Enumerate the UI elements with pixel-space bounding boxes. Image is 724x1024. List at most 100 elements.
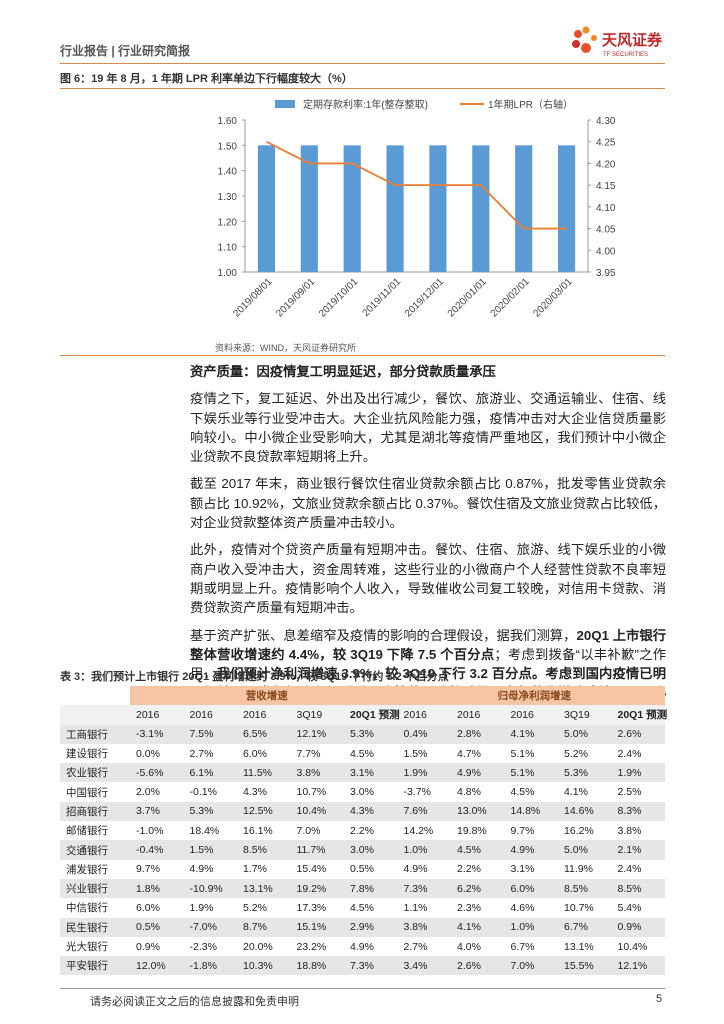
value-cell: 6.7% [510, 940, 535, 953]
group-header: 归母净利润增速 [397, 686, 665, 706]
bank-name: 光大银行 [66, 941, 108, 953]
logo-dot [572, 40, 580, 48]
bank-name: 交通银行 [60, 840, 130, 860]
value-cell: -10.9% [183, 878, 237, 899]
footer-notice: 请务必阅读正文之后的信息披露和免责申明 [90, 996, 299, 1008]
y-tick-label: 1.40 [218, 167, 238, 178]
column-header: 2016 [183, 705, 237, 725]
value-cell: 9.7% [136, 863, 160, 876]
x-tick-label: 2019/09/01 [274, 276, 317, 319]
x-tick-label: 2020/02/01 [489, 276, 532, 319]
value-cell: 12.1% [611, 956, 665, 976]
value-cell: 8.5% [558, 878, 612, 899]
line [266, 140, 567, 230]
text-run: 20Q1 上市银行整体营收增速约 4.4%，较 3Q19 下降 7.5 个百分点 [190, 627, 666, 662]
value-cell: 11.7% [290, 840, 344, 860]
value-cell: -5.6% [130, 763, 184, 783]
value-cell: 3.8% [397, 917, 451, 937]
value-cell: 1.5% [183, 840, 237, 860]
column-header: 2016 [130, 705, 184, 725]
value-cell: 14.2% [403, 824, 434, 837]
page-number: 5 [656, 993, 663, 1005]
x-tick-label: 2019/10/01 [317, 276, 360, 319]
value-cell: 1.5% [403, 747, 428, 760]
value-cell: 7.3% [397, 878, 451, 899]
footer-rule [60, 988, 665, 989]
text-run: 基于资产扩张、息差缩窄及疫情的影响的合理假设，据我们测算， [190, 627, 577, 643]
y-tick-label: 1.30 [218, 192, 238, 203]
x-tick-label: 2020/01/01 [446, 276, 489, 319]
value-cell: 1.9% [611, 763, 665, 783]
logo-name: 天风证券 [602, 31, 663, 49]
logo-sub: TF SECURITIES [603, 52, 648, 58]
value-cell: 4.8% [457, 786, 481, 799]
table-row: 农业银行 -5.6% 6.1% 11.5% 3.8% 3.1% 1.9% 4.9% 5.1% 5.… [60, 763, 665, 783]
bar [472, 145, 490, 272]
value-cell: 2.4% [617, 747, 642, 760]
bank-name: 招商银行 [60, 801, 130, 822]
value-cell: 1.9% [189, 901, 214, 914]
bar [300, 145, 318, 272]
value-cell: 2.8% [451, 724, 505, 744]
value-cell: 2.3% [457, 901, 481, 914]
value-cell: 1.7% [243, 863, 267, 876]
value-cell: 5.4% [617, 901, 642, 914]
value-cell: 5.2% [564, 747, 588, 760]
value-cell: 0.9% [611, 917, 665, 937]
value-cell: 5.3% [344, 724, 398, 744]
bar [515, 145, 533, 272]
y2-tick-label: 4.05 [596, 225, 616, 236]
y2-tick-label: 4.20 [596, 159, 616, 170]
value-cell: 6.1% [183, 763, 237, 783]
bank-name: 兴业银行 [60, 878, 130, 899]
y2-tick-label: 4.30 [596, 116, 616, 127]
legend-swatch [275, 100, 295, 108]
value-cell: 5.1% [510, 747, 535, 760]
value-cell: 5.3% [183, 801, 237, 822]
bank-name: 民生银行 [60, 917, 130, 937]
value-cell: -3.7% [403, 786, 431, 799]
paragraph: 截至 2017 年末，商业银行餐饮住宿业贷款余额占比 0.87%，批发零售业贷款… [190, 474, 666, 532]
body-text: 资产质量：因疫情复工明显延迟，部分贷款质量承压 疫情之下，复工延迟、外出及出行减… [190, 362, 666, 730]
table-row: 民生银行 0.5% -7.0% 8.7% 15.1% 2.9% 3.8% 4.1% 1.0% 6.… [60, 917, 665, 937]
text-run: 截至 2017 年末，商业银行餐饮住宿业贷款余额占比 0.87%，批发零售业贷款… [190, 476, 666, 531]
section-heading: 资产质量：因疫情复工明显延迟，部分贷款质量承压 [190, 364, 496, 379]
value-cell: 2.9% [344, 917, 398, 937]
paragraph: 此外，疫情对个贷资产质量有短期冲击。餐饮、住宿、旅游、线下娱乐业的小微商户收入受… [190, 540, 666, 617]
value-cell: 3.8% [617, 824, 642, 837]
logo-dot [591, 35, 597, 41]
value-cell: 8.3% [611, 801, 665, 822]
value-cell: 4.1% [504, 724, 558, 744]
value-cell: 2.2% [457, 863, 481, 876]
value-cell: 2.0% [136, 786, 160, 799]
value-cell: 18.8% [290, 956, 344, 976]
value-cell: 23.2% [296, 940, 327, 953]
value-cell: 6.5% [237, 724, 291, 744]
value-cell: 5.0% [558, 840, 612, 860]
value-cell: 10.3% [237, 956, 291, 976]
y-tick-label: 1.60 [218, 116, 238, 127]
bank-name: 中国银行 [66, 786, 108, 799]
value-cell: 8.5% [611, 878, 665, 899]
value-cell: 12.1% [290, 724, 344, 744]
table-row: 工商银行 -3.1% 7.5% 6.5% 12.1% 5.3% 0.4% 2.8% 4.1% 5.… [60, 724, 665, 744]
value-cell: 12.0% [130, 956, 184, 976]
value-cell: 5.0% [558, 724, 612, 744]
value-cell: 1.0% [504, 917, 558, 937]
table-row: 中国银行 2.0% -0.1% 4.3% 10.7% 3.0% -3.7% 4.8% 4.5% 4… [60, 782, 665, 801]
value-cell: 7.3% [344, 956, 398, 976]
value-cell: 18.4% [189, 824, 220, 837]
text-run: 疫情之下，复工延迟、外出及出行减少，餐饮、旅游业、交通运输业、住宿、线下娱乐业等… [190, 391, 666, 465]
value-cell: 10.4% [290, 801, 344, 822]
figure-source: 资料来源：WIND，天风证券研究所 [215, 343, 356, 353]
column-header: 2016 [451, 705, 505, 725]
value-cell: 16.2% [564, 824, 594, 837]
value-cell: 4.3% [243, 786, 267, 799]
value-cell: 4.3% [344, 801, 398, 822]
value-cell: 6.0% [136, 901, 160, 914]
bank-name: 农业银行 [60, 763, 130, 783]
bar [343, 145, 361, 272]
corner-cell [60, 686, 130, 705]
value-cell: 4.9% [451, 763, 505, 783]
value-cell: 14.6% [558, 801, 612, 822]
